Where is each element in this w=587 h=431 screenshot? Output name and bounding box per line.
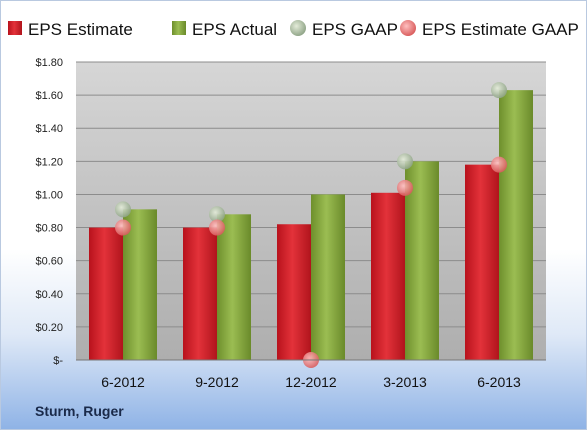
x-tick-label: 9-2012: [195, 374, 239, 390]
x-axis-ticks: 6-2012 9-2012 12-2012 3-2013 6-2013: [101, 374, 521, 390]
y-tick-label: $1.00: [35, 189, 63, 201]
legend-swatch-eps-actual: [172, 21, 186, 35]
x-tick-label: 12-2012: [285, 374, 337, 390]
marker-eps-estimate-gaap: [491, 156, 507, 173]
legend-label-eps-estimate-gaap: EPS Estimate GAAP: [422, 20, 579, 39]
marker-eps-estimate-gaap: [115, 219, 131, 236]
y-tick-label: $0.60: [35, 256, 63, 268]
marker-eps-gaap: [115, 201, 131, 218]
company-label: Sturm, Ruger: [35, 403, 124, 419]
x-tick-label: 6-2012: [101, 374, 145, 390]
legend-swatch-eps-estimate: [8, 21, 22, 35]
bar-eps-estimate: [183, 227, 217, 360]
markers: [115, 82, 507, 368]
marker-eps-estimate-gaap: [397, 179, 413, 196]
bar-eps-estimate: [277, 224, 311, 360]
y-tick-label: $0.80: [35, 223, 63, 235]
bar-eps-actual: [123, 209, 157, 360]
bar-eps-actual: [499, 90, 533, 361]
bar-eps-estimate: [465, 164, 499, 360]
bar-eps-actual: [405, 161, 439, 360]
x-tick-label: 6-2013: [477, 374, 521, 390]
legend-swatch-eps-estimate-gaap: [400, 20, 416, 36]
legend-label-eps-estimate: EPS Estimate: [28, 20, 133, 39]
y-tick-label: $1.80: [35, 57, 63, 69]
marker-eps-gaap: [397, 153, 413, 170]
y-tick-label: $0.20: [35, 322, 63, 334]
legend-label-eps-gaap: EPS GAAP: [312, 20, 398, 39]
y-tick-label: $1.40: [35, 123, 63, 135]
legend-swatch-eps-gaap: [290, 20, 306, 36]
marker-eps-gaap: [491, 82, 507, 99]
x-tick-label: 3-2013: [383, 374, 427, 390]
marker-eps-estimate-gaap: [209, 219, 225, 236]
bar-eps-estimate: [371, 192, 405, 360]
y-tick-label: $0.40: [35, 289, 63, 301]
y-axis-ticks: $- $0.20 $0.40 $0.60 $0.80 $1.00 $1.20 $1.40 $1.…: [35, 57, 63, 367]
bar-eps-actual: [217, 214, 251, 360]
bar-eps-actual: [311, 194, 345, 360]
bars: [89, 90, 533, 361]
marker-eps-gaap: [209, 206, 225, 223]
bar-eps-estimate: [89, 227, 123, 360]
y-tick-label: $1.20: [35, 156, 63, 168]
y-tick-label: $1.60: [35, 90, 63, 102]
y-tick-label: $-: [53, 355, 63, 367]
legend: EPS Estimate EPS Actual EPS GAAP EPS Est…: [8, 20, 579, 39]
legend-label-eps-actual: EPS Actual: [192, 20, 277, 39]
